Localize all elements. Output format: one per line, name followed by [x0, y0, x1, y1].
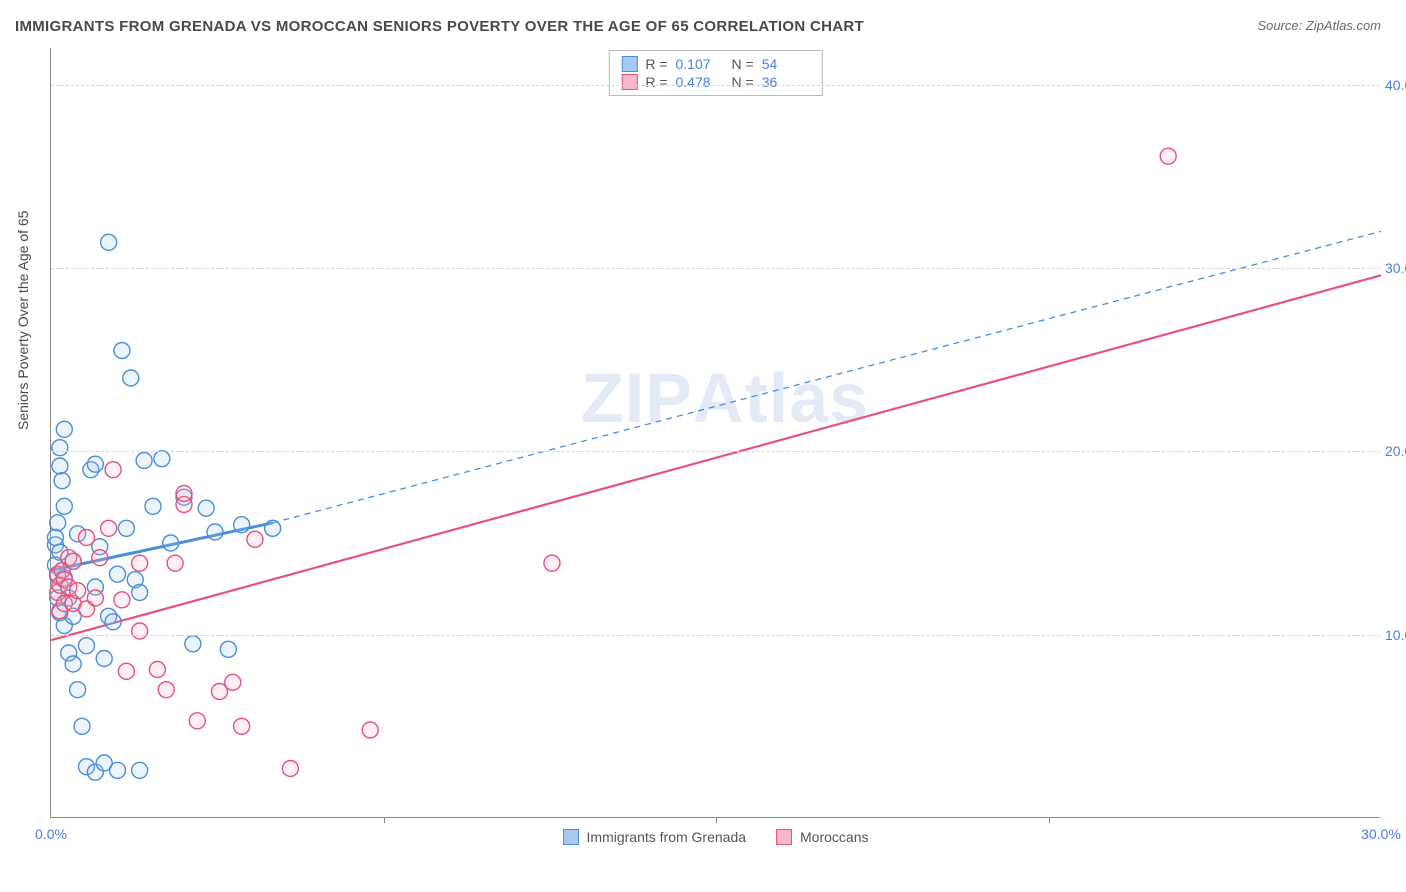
data-point — [65, 553, 81, 569]
y-axis-label: Seniors Poverty Over the Age of 65 — [15, 211, 31, 430]
data-point — [154, 451, 170, 467]
legend-item: Moroccans — [776, 829, 868, 845]
data-point — [282, 761, 298, 777]
data-point — [234, 517, 250, 533]
data-point — [110, 566, 126, 582]
data-point — [54, 473, 70, 489]
data-point — [132, 555, 148, 571]
chart-title: IMMIGRANTS FROM GRENADA VS MOROCCAN SENI… — [15, 18, 864, 35]
data-point — [78, 638, 94, 654]
x-tick-label: 0.0% — [35, 826, 67, 842]
data-point — [136, 453, 152, 469]
data-point — [65, 656, 81, 672]
legend-swatch — [563, 829, 579, 845]
legend-label: Immigrants from Grenada — [587, 829, 747, 845]
gridline — [51, 635, 1380, 636]
data-point — [47, 530, 63, 546]
data-point — [52, 458, 68, 474]
data-point — [52, 440, 68, 456]
data-point — [101, 520, 117, 536]
data-point — [158, 682, 174, 698]
series-legend: Immigrants from Grenada Moroccans — [563, 829, 869, 845]
data-point — [185, 636, 201, 652]
legend-item: Immigrants from Grenada — [563, 829, 747, 845]
data-point — [96, 651, 112, 667]
data-point — [105, 614, 121, 630]
data-point — [87, 456, 103, 472]
legend-swatch — [776, 829, 792, 845]
data-point — [145, 498, 161, 514]
data-point — [247, 531, 263, 547]
data-point — [92, 550, 108, 566]
trend-line — [51, 275, 1381, 640]
data-point — [149, 662, 165, 678]
data-point — [118, 520, 134, 536]
data-point — [234, 718, 250, 734]
data-point — [78, 530, 94, 546]
scatter-plot-svg — [51, 48, 1380, 817]
data-point — [118, 663, 134, 679]
data-point — [544, 555, 560, 571]
data-point — [114, 343, 130, 359]
y-tick-label: 20.0% — [1385, 443, 1406, 459]
data-point — [1160, 148, 1176, 164]
trend-line-extrapolated — [273, 231, 1381, 523]
x-tick-mark — [716, 817, 717, 823]
data-point — [132, 623, 148, 639]
data-point — [56, 498, 72, 514]
data-point — [225, 674, 241, 690]
data-point — [132, 585, 148, 601]
data-point — [176, 486, 192, 502]
data-point — [105, 462, 121, 478]
data-point — [265, 520, 281, 536]
x-tick-mark — [384, 817, 385, 823]
y-tick-label: 30.0% — [1385, 260, 1406, 276]
data-point — [207, 524, 223, 540]
data-point — [189, 713, 205, 729]
data-point — [198, 500, 214, 516]
plot-area: ZIPAtlas R =0.107N =54R =0.478N =36 Immi… — [50, 48, 1380, 818]
data-point — [220, 641, 236, 657]
data-point — [163, 535, 179, 551]
gridline — [51, 268, 1380, 269]
y-tick-label: 10.0% — [1385, 627, 1406, 643]
data-point — [167, 555, 183, 571]
data-point — [110, 762, 126, 778]
source-attribution: Source: ZipAtlas.com — [1257, 18, 1381, 33]
data-point — [74, 718, 90, 734]
data-point — [70, 583, 86, 599]
data-point — [56, 421, 72, 437]
data-point — [87, 590, 103, 606]
data-point — [101, 234, 117, 250]
y-tick-label: 40.0% — [1385, 77, 1406, 93]
gridline — [51, 85, 1380, 86]
data-point — [114, 592, 130, 608]
data-point — [362, 722, 378, 738]
data-point — [132, 762, 148, 778]
x-tick-mark — [1049, 817, 1050, 823]
data-point — [70, 682, 86, 698]
legend-label: Moroccans — [800, 829, 868, 845]
data-point — [50, 515, 66, 531]
data-point — [123, 370, 139, 386]
gridline — [51, 451, 1380, 452]
x-tick-label: 30.0% — [1361, 826, 1401, 842]
